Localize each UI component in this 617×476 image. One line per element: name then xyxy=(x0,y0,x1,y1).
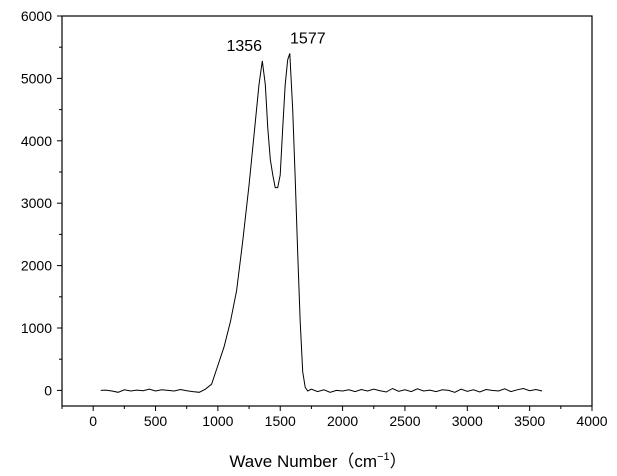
x-tick-label: 1500 xyxy=(265,413,296,429)
y-tick-label: 6000 xyxy=(21,8,52,24)
y-axis: 0 1000 2000 3000 4000 5000 6000 xyxy=(21,8,62,398)
x-tick-label: 3000 xyxy=(452,413,483,429)
spectrum-line xyxy=(100,53,543,393)
x-tick-label: 2000 xyxy=(327,413,358,429)
peak-label: 1356 xyxy=(226,38,262,55)
y-tick-label: 3000 xyxy=(21,195,52,211)
y-tick-label: 0 xyxy=(44,382,52,398)
peak-annotations: 1356 1577 xyxy=(226,30,325,54)
x-tick-label: 4000 xyxy=(576,413,607,429)
x-tick-label: 1000 xyxy=(202,413,233,429)
peak-label: 1577 xyxy=(290,30,326,47)
x-tick-label: 0 xyxy=(89,413,97,429)
plot-frame xyxy=(61,15,593,407)
x-tick-label: 500 xyxy=(144,413,168,429)
x-axis-title: Wave Number（cm−1） xyxy=(229,451,406,471)
y-tick-label: 2000 xyxy=(21,258,52,274)
x-axis: 0 500 1000 1500 2000 2500 3000 3500 4000 xyxy=(61,406,608,429)
y-tick-label: 5000 xyxy=(21,70,52,86)
x-tick-label: 2500 xyxy=(389,413,420,429)
y-tick-label: 1000 xyxy=(21,320,52,336)
x-tick-label: 3500 xyxy=(514,413,545,429)
y-tick-label: 4000 xyxy=(21,133,52,149)
